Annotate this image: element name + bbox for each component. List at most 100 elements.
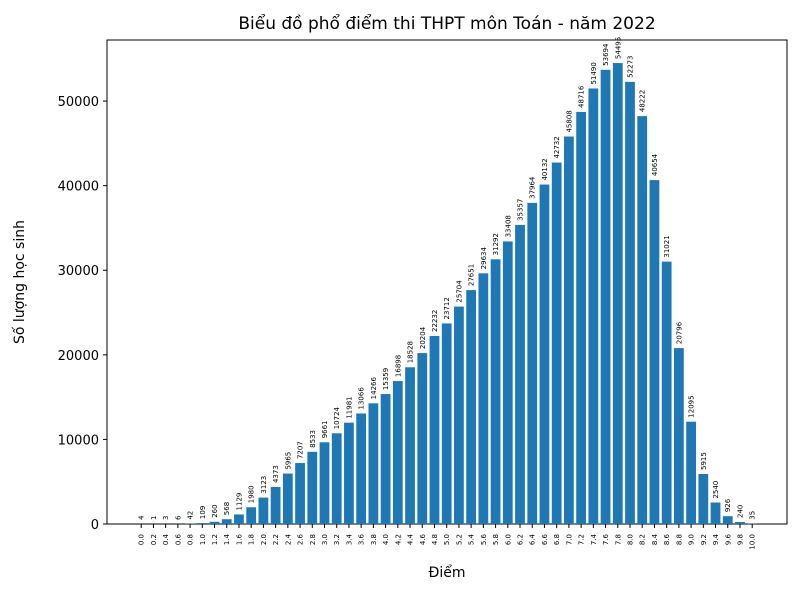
data-label: 13066	[358, 387, 366, 410]
x-tick-label: 8.0	[627, 534, 635, 545]
x-tick-label: 0.4	[162, 533, 170, 545]
data-label: 25704	[455, 280, 463, 303]
bar	[283, 474, 293, 524]
data-label: 18528	[407, 341, 415, 363]
bar	[295, 463, 305, 524]
bar	[430, 336, 440, 524]
x-tick-label: 5.8	[492, 534, 500, 545]
data-label: 22232	[431, 310, 439, 332]
x-tick-label: 3.6	[358, 533, 366, 545]
x-tick-label: 0.2	[150, 534, 158, 545]
data-label: 1	[150, 516, 158, 520]
bar	[271, 487, 281, 524]
x-tick-label: 3.0	[321, 534, 329, 545]
bar	[320, 442, 330, 524]
x-tick-label: 7.8	[614, 534, 622, 545]
data-label: 31021	[663, 235, 671, 257]
bar	[478, 273, 488, 524]
bar	[356, 413, 366, 524]
x-tick-label: 0.0	[138, 534, 146, 545]
y-tick-label: 40000	[58, 180, 99, 195]
x-tick-label: 2.2	[272, 534, 280, 545]
bar	[381, 394, 391, 524]
x-tick-label: 2.8	[309, 534, 317, 545]
bar	[601, 70, 611, 524]
x-tick-label: 4.4	[407, 533, 415, 545]
x-tick-label: 9.4	[712, 533, 720, 545]
x-tick-label: 1.6	[235, 533, 243, 545]
x-tick-label: 7.6	[602, 533, 610, 545]
data-label: 51490	[590, 62, 598, 84]
x-tick-label: 5.4	[468, 533, 476, 545]
x-tick-label: 1.8	[248, 534, 256, 545]
data-label: 33408	[504, 215, 512, 237]
bar	[564, 137, 574, 524]
data-label: 35357	[517, 199, 525, 221]
bar	[307, 452, 317, 524]
x-tick-label: 2.0	[260, 534, 268, 545]
data-label: 40654	[651, 153, 659, 176]
data-label: 9661	[321, 420, 329, 438]
data-label: 240	[736, 505, 744, 518]
data-label: 2540	[712, 481, 720, 499]
data-label: 4373	[272, 465, 280, 483]
bar	[259, 498, 269, 524]
bar	[662, 262, 672, 524]
data-label: 27651	[468, 264, 476, 286]
x-tick-label: 7.4	[590, 533, 598, 545]
bar	[491, 259, 501, 524]
bar	[723, 516, 733, 524]
bar	[588, 88, 598, 524]
x-tick-label: 1.0	[199, 534, 207, 545]
data-label: 109	[199, 506, 207, 519]
data-label: 5965	[284, 452, 292, 470]
x-axis-label: Điểm	[429, 564, 466, 581]
data-label: 1980	[248, 485, 256, 503]
data-label: 20204	[419, 326, 427, 349]
bar	[454, 307, 464, 524]
x-tick-label: 6.4	[529, 533, 537, 545]
x-tick-label: 3.2	[333, 534, 341, 545]
x-tick-label: 9.0	[688, 534, 696, 545]
data-label: 48222	[639, 90, 647, 112]
x-tick-label: 6.8	[553, 534, 561, 545]
x-tick-label: 6.6	[541, 533, 549, 545]
data-label: 14266	[370, 377, 378, 400]
bar	[368, 403, 378, 524]
chart-title: Biểu đồ phổ điểm thi THPT môn Toán - năm…	[238, 13, 655, 34]
data-label: 23712	[443, 297, 451, 319]
data-label: 37964	[529, 176, 537, 199]
x-tick-label: 4.6	[419, 533, 427, 545]
x-tick-label: 1.4	[223, 533, 231, 545]
y-tick-label: 0	[91, 518, 99, 533]
data-label: 42	[187, 511, 195, 520]
bar	[466, 290, 476, 524]
bar	[332, 433, 342, 524]
bar	[552, 163, 562, 524]
data-label: 29634	[480, 247, 488, 270]
x-tick-label: 0.8	[187, 534, 195, 545]
x-tick-label: 9.6	[724, 533, 732, 545]
bar	[698, 474, 708, 524]
x-tick-label: 7.2	[578, 534, 586, 545]
x-tick-label: 4.2	[394, 534, 402, 545]
bar	[515, 225, 525, 524]
x-tick-label: 2.4	[284, 533, 292, 545]
bar	[576, 112, 586, 524]
x-tick-label: 8.8	[675, 534, 683, 545]
bar	[637, 116, 647, 524]
bar	[442, 323, 452, 524]
data-label: 48716	[578, 85, 586, 108]
x-tick-label: 5.0	[443, 534, 451, 545]
bar	[735, 522, 745, 524]
x-tick-label: 6.2	[517, 534, 525, 545]
y-tick-label: 20000	[58, 349, 99, 364]
data-label: 260	[211, 504, 219, 517]
bar	[222, 519, 232, 524]
bar	[210, 522, 220, 524]
x-tick-label: 8.2	[639, 534, 647, 545]
data-label: 4	[138, 515, 146, 520]
y-tick-label: 10000	[58, 433, 99, 448]
data-label: 5915	[700, 452, 708, 470]
